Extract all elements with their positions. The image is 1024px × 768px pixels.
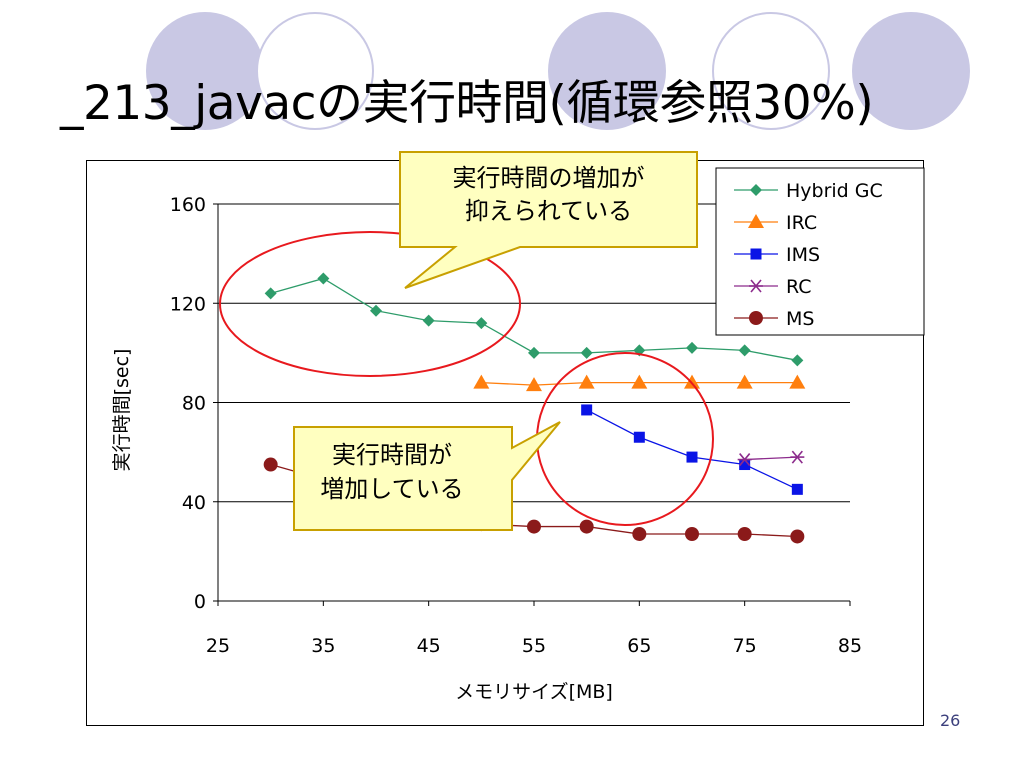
- data-point-irc: [578, 374, 595, 389]
- callout-bubble: [399, 151, 698, 289]
- legend-item: RC: [734, 276, 812, 298]
- data-point-irc: [473, 374, 490, 389]
- data-point-hybrid-gc: [317, 272, 330, 285]
- decor-circle: [256, 12, 374, 130]
- x-axis-title: メモリサイズ[MB]: [455, 681, 613, 703]
- data-point-ims: [581, 404, 593, 416]
- y-axis-title: 実行時間[sec]: [111, 349, 133, 472]
- data-point-ims: [686, 451, 698, 463]
- data-point-irc: [526, 377, 542, 392]
- decor-circle: [712, 12, 830, 130]
- data-point-rc: [737, 453, 752, 467]
- legend-marker: [750, 248, 762, 260]
- legend-item: IRC: [734, 212, 817, 234]
- y-tick-label: 80: [182, 393, 206, 415]
- data-point-hybrid-gc: [370, 304, 382, 317]
- asterisk-stroke: [739, 453, 751, 467]
- data-point-irc: [789, 374, 806, 389]
- callout-text-line: 実行時間の増加が: [453, 164, 645, 192]
- legend-label: Hybrid GC: [786, 180, 883, 202]
- series-line-rc: [744, 456, 798, 461]
- y-tick-label: 40: [182, 492, 206, 514]
- page-number: 26: [940, 711, 961, 730]
- asterisk-stroke: [791, 450, 803, 464]
- legend-item: IMS: [734, 244, 820, 266]
- data-point-ms: [527, 519, 541, 534]
- x-tick-label: 55: [522, 635, 546, 657]
- legend-item: MS: [734, 308, 814, 330]
- y-tick-label: 160: [170, 194, 206, 216]
- data-point-hybrid-gc: [475, 317, 488, 330]
- data-point-ms: [263, 457, 278, 472]
- x-tick-label: 25: [206, 635, 230, 657]
- data-point-hybrid-gc: [528, 346, 540, 359]
- data-point-irc: [684, 374, 700, 389]
- callout-text-line: 増加している: [320, 475, 463, 503]
- highlight-ellipse-ims: [536, 352, 714, 526]
- series-line-ims: [586, 409, 798, 490]
- data-point-hybrid-gc: [422, 314, 435, 327]
- data-point-ms: [632, 527, 647, 542]
- x-tick-label: 65: [627, 635, 651, 657]
- x-tick-label: 35: [311, 635, 335, 657]
- legend-marker: [749, 311, 763, 325]
- x-tick-label: 75: [733, 635, 757, 657]
- data-point-ims: [633, 431, 645, 443]
- data-point-hybrid-gc: [738, 344, 751, 357]
- data-point-ims: [791, 483, 803, 495]
- data-point-ms: [737, 527, 752, 542]
- highlight-ellipse-hybrid: [219, 231, 521, 377]
- asterisk-stroke: [750, 279, 762, 293]
- legend-item: Hybrid GC: [734, 180, 883, 202]
- legend-label: IMS: [786, 244, 820, 266]
- slide-title: _213_javacの実行時間(循環参照30%): [60, 76, 874, 131]
- callout-text-line: 実行時間が: [332, 441, 452, 469]
- y-tick-label: 0: [194, 591, 206, 613]
- data-point-hybrid-gc: [580, 346, 593, 359]
- data-point-hybrid-gc: [791, 354, 804, 367]
- data-point-ims: [739, 459, 751, 471]
- data-point-ms: [685, 527, 699, 542]
- legend: Hybrid GC IRC IMS RC MS: [715, 167, 925, 336]
- data-point-hybrid-gc: [686, 341, 698, 354]
- y-tick-label: 120: [170, 293, 206, 315]
- data-point-rc: [790, 450, 805, 464]
- legend-label: MS: [786, 308, 814, 330]
- legend-marker: [748, 214, 764, 228]
- legend-label: RC: [786, 276, 812, 298]
- legend-marker: [750, 184, 762, 196]
- callout-bubble: [293, 421, 561, 531]
- data-point-irc: [631, 374, 648, 389]
- decor-circle: [146, 12, 264, 130]
- decor-circle: [548, 12, 666, 130]
- data-point-ms: [579, 519, 594, 534]
- data-point-ms: [790, 529, 805, 544]
- data-point-irc: [736, 374, 753, 389]
- legend-marker: [749, 279, 763, 293]
- x-tick-label: 45: [417, 635, 441, 657]
- data-point-hybrid-gc: [264, 287, 277, 300]
- x-tick-label: 85: [838, 635, 862, 657]
- decor-circle: [852, 12, 970, 130]
- callout-text-line: 抑えられている: [465, 197, 632, 225]
- legend-label: IRC: [786, 212, 817, 234]
